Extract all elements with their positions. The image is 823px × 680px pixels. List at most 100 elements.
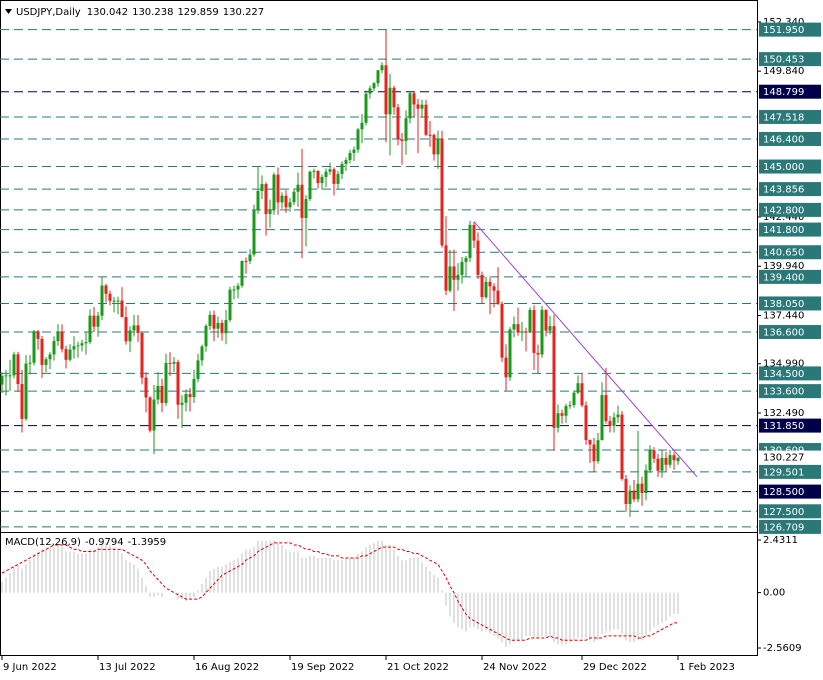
candle-body	[144, 377, 148, 398]
candle-body	[92, 315, 96, 327]
candle-body	[136, 325, 140, 334]
candle-body	[392, 87, 396, 108]
candle-body	[104, 285, 108, 294]
candle-body	[560, 413, 564, 416]
candle-body	[52, 341, 56, 355]
candle-body	[108, 293, 112, 301]
level-label-box	[759, 159, 821, 174]
symbol: USDJPY,Daily	[16, 7, 81, 18]
candle-body	[540, 309, 544, 355]
candle-body	[300, 184, 304, 218]
candle-body	[440, 138, 444, 246]
x-tick-label: 24 Nov 2022	[483, 662, 547, 673]
candle-body	[576, 383, 580, 393]
level-label-box	[759, 245, 821, 260]
candle-body	[96, 315, 100, 327]
level-label-box	[759, 52, 821, 67]
candle-body	[216, 322, 220, 329]
candle-body	[588, 439, 592, 445]
candle-body	[292, 191, 296, 203]
candle-body	[124, 317, 128, 342]
candle-body	[360, 122, 364, 130]
candle-body	[112, 300, 116, 302]
candle-body	[408, 93, 412, 119]
level-label: 133.600	[763, 387, 804, 398]
candle-body	[504, 357, 508, 378]
candle-body	[644, 470, 648, 493]
x-tick-label: 19 Sep 2022	[291, 662, 354, 673]
candle-body	[532, 309, 536, 353]
level-label-box	[759, 84, 821, 99]
candle-body	[388, 87, 392, 115]
level-label-box	[759, 366, 821, 381]
candle-body	[88, 315, 92, 343]
y-tick-label: 137.440	[763, 310, 804, 321]
candle-body	[352, 149, 356, 153]
candle-body	[492, 286, 496, 291]
current-price-label: 130.227	[763, 453, 804, 464]
level-label-box	[759, 464, 821, 479]
y-tick-label: 149.840	[763, 66, 804, 77]
candle-body	[184, 394, 188, 403]
candle-body	[176, 361, 180, 405]
candle-body	[24, 363, 28, 419]
candle-body	[476, 240, 480, 275]
y-tick-label: 132.490	[763, 408, 804, 419]
candle-body	[536, 352, 540, 355]
candle-body	[76, 345, 80, 347]
candle-body	[224, 320, 228, 334]
candle-body	[624, 478, 628, 505]
candle-body	[648, 450, 652, 471]
plot-area: 152.340 149.840 142.440 139.940 137.440 134.9…	[0, 17, 821, 673]
candle-body	[456, 274, 460, 280]
candle-body	[660, 457, 664, 471]
candle-body	[480, 274, 484, 298]
y-tick-label: 142.440	[763, 212, 804, 223]
macd-y-tick-label: 2.4311	[763, 535, 798, 546]
level-label-box	[759, 131, 821, 146]
candle-body	[548, 326, 552, 331]
candle-body	[468, 224, 472, 258]
candle-body	[44, 359, 48, 365]
candle-body	[556, 413, 560, 428]
candle-body	[20, 384, 24, 419]
candle-body	[208, 314, 212, 326]
candle-body	[488, 281, 492, 287]
candle-body	[616, 414, 620, 418]
candle-body	[460, 261, 464, 275]
macd-header: MACD(12,26,9) -0.9794 -1.3959	[5, 537, 166, 548]
x-tick-label: 21 Oct 2022	[387, 662, 449, 673]
candle-body	[672, 455, 676, 461]
level-label-box	[759, 109, 821, 124]
level-label-box	[759, 519, 821, 534]
candle-body	[28, 362, 32, 364]
candle-body	[464, 257, 468, 262]
level-label: 150.453	[763, 55, 804, 66]
candle-body	[304, 199, 308, 218]
x-tick-label: 16 Aug 2022	[195, 662, 259, 673]
x-tick-label: 29 Dec 2022	[583, 662, 647, 673]
candle-body	[596, 440, 600, 462]
candle-body	[516, 324, 520, 333]
macd-title: MACD(12,26,9)	[5, 537, 81, 548]
candle-body	[496, 290, 500, 304]
candle-body	[16, 354, 20, 385]
level-label: 126.709	[763, 522, 804, 533]
candle-body	[236, 285, 240, 290]
candle-body	[40, 338, 44, 365]
candle-body	[244, 260, 248, 262]
candle-body	[316, 170, 320, 184]
candle-body	[664, 457, 668, 465]
candle-body	[84, 342, 88, 344]
level-label-box	[759, 325, 821, 340]
candle-body	[192, 378, 196, 398]
level-label-box	[759, 22, 821, 37]
candle-body	[188, 394, 192, 398]
candle-body	[472, 224, 476, 241]
candle-body	[328, 169, 332, 172]
candle-body	[196, 360, 200, 379]
candle-body	[0, 375, 4, 385]
candle-body	[156, 386, 160, 400]
candle-body	[280, 195, 284, 203]
candle-body	[308, 171, 312, 200]
